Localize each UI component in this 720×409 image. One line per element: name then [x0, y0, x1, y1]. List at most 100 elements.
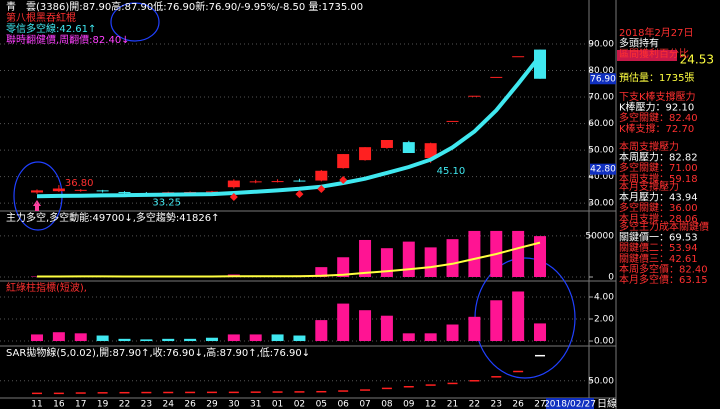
buy-arrow [35, 206, 39, 211]
subtitle: 第八根黑吞紅棍 [6, 11, 76, 24]
candle-body [512, 56, 525, 58]
candle-body [52, 188, 65, 192]
y-tick-label: 40.00 [588, 172, 614, 182]
info-text: 多空關鍵：82.40 [619, 111, 698, 124]
y-tick-label: 90.00 [588, 40, 614, 50]
bar [227, 334, 240, 342]
bar [315, 267, 328, 277]
x-tick-label: 11 [31, 400, 42, 409]
x-tick-label: 16 [53, 400, 65, 409]
bar [52, 332, 65, 342]
x-tick-label: 12 [425, 400, 436, 409]
info-text: 關鍵價三：42.61 [619, 252, 698, 265]
bar [424, 247, 437, 277]
info-text: 本周支撐：59.18 [619, 172, 698, 185]
panel-title: SAR拋物線(5,0.02),開:87.90↑,收:76.90↓,高:87.90… [6, 346, 310, 359]
info-text: 關鍵價一：69.53 [619, 231, 698, 244]
y-tick-label: 70.00 [588, 93, 614, 103]
info-text: 多空關鍵：36.00 [619, 201, 698, 214]
x-tick-label: 09 [403, 400, 415, 409]
candle-body [249, 181, 262, 183]
signal-dot [229, 193, 238, 202]
candle-body [74, 189, 87, 191]
x-tick-label: 23 [491, 400, 502, 409]
panel-title: 紅綠柱指標(短波), [6, 281, 87, 294]
x-tick-label: 19 [97, 400, 109, 409]
candle-body [205, 191, 218, 193]
x-tick-label: 22 [469, 400, 480, 409]
y-tick-label: 50.00 [588, 376, 614, 386]
bar [402, 333, 415, 342]
info-text: 下支K棒支撐壓力 [619, 90, 696, 103]
candle-body [293, 180, 306, 182]
bar [468, 230, 481, 277]
x-tick-label: 02 [294, 400, 305, 409]
x-tick-label: 05 [316, 400, 327, 409]
bar [424, 333, 437, 342]
bar [271, 334, 284, 342]
subtitle: 聯時翻健價,周翻價:82.40↓ [6, 33, 130, 46]
bar [490, 300, 503, 342]
bar [140, 339, 153, 342]
price-tag-bg [590, 73, 616, 85]
y-tick-label: 50.00 [588, 146, 614, 156]
candle-body [490, 76, 503, 78]
info-text: 本周多空價：82.40 [619, 262, 708, 275]
bar [402, 241, 415, 277]
candle-body [315, 170, 328, 181]
candle-body [380, 140, 393, 148]
subtitle: 零信多空線:42.61↑ [6, 22, 96, 35]
bar [359, 239, 372, 277]
price-tag-bg [590, 163, 616, 175]
y-tick-label: 80.00 [588, 66, 614, 76]
info-text: 本月壓力：43.94 [619, 191, 698, 204]
bar [512, 230, 525, 277]
y-tick-label: 30.00 [588, 199, 614, 209]
bar [74, 333, 87, 342]
info-text: 本月支撐壓力 [619, 180, 679, 193]
candle-body [227, 180, 240, 188]
bar [512, 291, 525, 342]
info-text: 多頭持有 [619, 37, 659, 50]
bar [249, 334, 262, 342]
x-tick-label: 29 [206, 400, 218, 409]
candle-body [271, 181, 284, 183]
x-tick-label: 26 [512, 400, 524, 409]
x-tick-label: 07 [359, 400, 370, 409]
signal-dot [317, 185, 326, 194]
x-tick-label: 26 [184, 400, 196, 409]
bar [162, 338, 175, 342]
price-annotation: 36.80 [65, 178, 94, 189]
x-tick-label: 22 [119, 400, 130, 409]
candle-body [446, 120, 459, 122]
bar [96, 335, 109, 342]
price-tag: 76.90 [590, 74, 616, 84]
x-tick-label: 17 [75, 400, 86, 409]
period-label: 日線 [597, 397, 617, 409]
info-text: 本月支撐：28.06 [619, 212, 698, 225]
x-tick-label: 06 [337, 400, 349, 409]
date-tag: 2018/02/27 [544, 400, 596, 409]
signal-dot [295, 190, 304, 199]
x-tick-label: 23 [141, 400, 152, 409]
profit-label-bg [617, 50, 677, 61]
candle-body [337, 154, 350, 169]
info-text: 本周支撐壓力 [619, 140, 679, 153]
info-text: 本周壓力：82.82 [619, 151, 698, 164]
bar [31, 334, 43, 342]
bar [446, 239, 459, 277]
info-text: 預估量：1735張 [619, 71, 694, 84]
candle-body [424, 143, 437, 159]
y-tick-label: 0.00 [594, 337, 614, 347]
bar [380, 248, 393, 277]
x-tick-label: 30 [228, 400, 240, 409]
bar [293, 335, 306, 342]
candle-body [118, 191, 131, 193]
signal-dot [339, 176, 348, 185]
average-line [37, 241, 541, 278]
bar [184, 338, 197, 342]
x-tick-label: 01 [272, 400, 283, 409]
info-text: K棒支撐：72.70 [619, 122, 694, 135]
trend-line [36, 54, 542, 199]
